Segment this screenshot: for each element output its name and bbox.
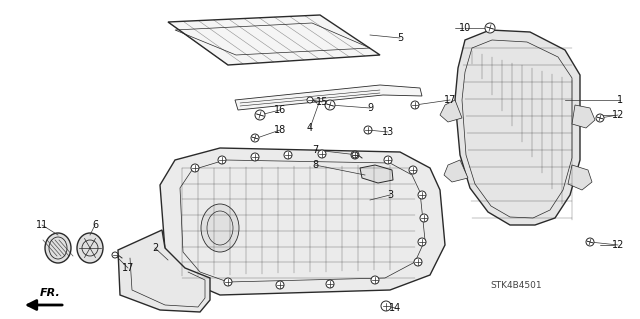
Polygon shape bbox=[235, 85, 422, 110]
Circle shape bbox=[284, 151, 292, 159]
Circle shape bbox=[384, 156, 392, 164]
Polygon shape bbox=[360, 165, 393, 183]
Text: 17: 17 bbox=[122, 263, 134, 273]
Circle shape bbox=[414, 258, 422, 266]
Polygon shape bbox=[160, 148, 445, 295]
Text: 8: 8 bbox=[312, 160, 318, 170]
Circle shape bbox=[586, 238, 594, 246]
Circle shape bbox=[418, 191, 426, 199]
Text: 18: 18 bbox=[274, 125, 286, 135]
Text: 3: 3 bbox=[387, 190, 393, 200]
Circle shape bbox=[381, 301, 391, 311]
Text: 9: 9 bbox=[367, 103, 373, 113]
Circle shape bbox=[485, 23, 495, 33]
Text: 7: 7 bbox=[312, 145, 318, 155]
Text: 4: 4 bbox=[307, 123, 313, 133]
Circle shape bbox=[112, 252, 118, 258]
Polygon shape bbox=[568, 165, 592, 190]
Text: 11: 11 bbox=[36, 220, 48, 230]
Polygon shape bbox=[455, 30, 580, 225]
Circle shape bbox=[251, 153, 259, 161]
Text: 13: 13 bbox=[382, 127, 394, 137]
Text: 1: 1 bbox=[617, 95, 623, 105]
Ellipse shape bbox=[77, 233, 103, 263]
Text: 15: 15 bbox=[316, 97, 328, 107]
Text: STK4B4501: STK4B4501 bbox=[490, 280, 541, 290]
Text: FR.: FR. bbox=[40, 288, 60, 298]
Circle shape bbox=[191, 164, 199, 172]
Text: 17: 17 bbox=[444, 95, 456, 105]
Text: 12: 12 bbox=[612, 110, 624, 120]
Circle shape bbox=[352, 152, 358, 158]
Text: 16: 16 bbox=[274, 105, 286, 115]
Circle shape bbox=[318, 150, 326, 158]
Polygon shape bbox=[118, 230, 210, 312]
Circle shape bbox=[418, 238, 426, 246]
Circle shape bbox=[325, 100, 335, 110]
Text: 10: 10 bbox=[459, 23, 471, 33]
Circle shape bbox=[224, 278, 232, 286]
Circle shape bbox=[371, 276, 379, 284]
Polygon shape bbox=[168, 15, 380, 65]
Circle shape bbox=[364, 126, 372, 134]
Circle shape bbox=[218, 156, 226, 164]
Text: 5: 5 bbox=[397, 33, 403, 43]
Ellipse shape bbox=[45, 233, 71, 263]
Polygon shape bbox=[440, 100, 462, 122]
Circle shape bbox=[411, 101, 419, 109]
Circle shape bbox=[596, 114, 604, 122]
Circle shape bbox=[420, 214, 428, 222]
Circle shape bbox=[409, 166, 417, 174]
Circle shape bbox=[307, 97, 313, 103]
Circle shape bbox=[326, 280, 334, 288]
Text: 2: 2 bbox=[152, 243, 158, 253]
Polygon shape bbox=[444, 160, 468, 182]
Polygon shape bbox=[572, 105, 595, 128]
Circle shape bbox=[351, 151, 359, 159]
Circle shape bbox=[255, 110, 265, 120]
Text: 12: 12 bbox=[612, 240, 624, 250]
Text: 6: 6 bbox=[92, 220, 98, 230]
Circle shape bbox=[276, 281, 284, 289]
Text: 14: 14 bbox=[389, 303, 401, 313]
Circle shape bbox=[251, 134, 259, 142]
Ellipse shape bbox=[201, 204, 239, 252]
